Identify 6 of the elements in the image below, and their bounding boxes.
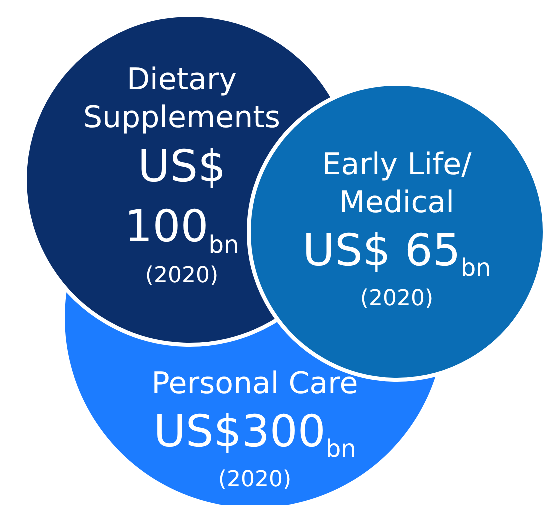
category-label: Early Life/ Medical bbox=[322, 148, 473, 220]
category-label: Personal Care bbox=[152, 366, 358, 402]
category-label: Dietary Supplements bbox=[83, 62, 281, 136]
text: (2020) bbox=[218, 468, 292, 492]
text: (2020) bbox=[145, 264, 219, 288]
text: (2020) bbox=[360, 286, 434, 312]
